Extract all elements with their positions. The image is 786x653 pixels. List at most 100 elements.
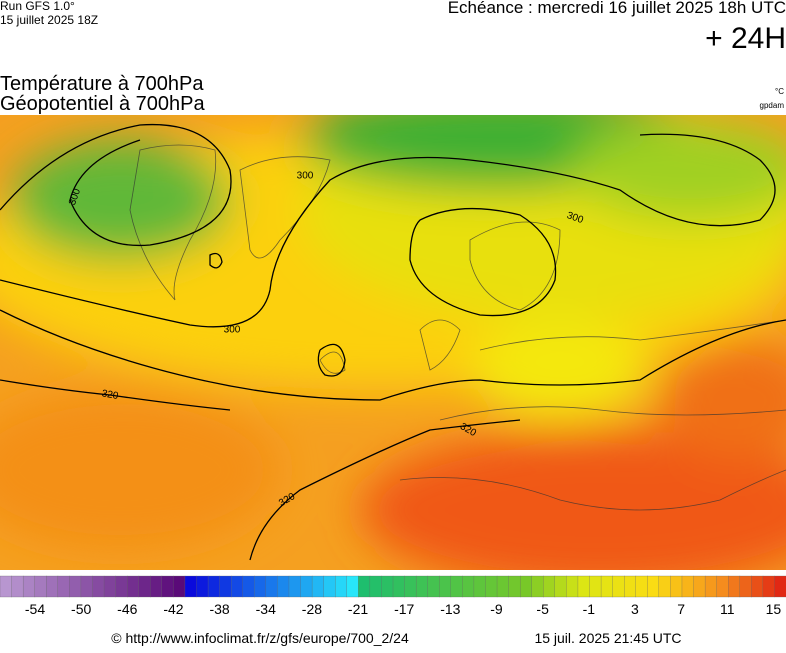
colorbar-swatch	[138, 575, 151, 598]
colorbar-swatch	[381, 575, 394, 598]
colorbar-swatch	[739, 575, 752, 598]
colorbar-label: -28	[302, 601, 322, 617]
run-date: 15 juillet 2025 18Z	[0, 13, 98, 27]
footer-url: © http://www.infoclimat.fr/z/gfs/europe/…	[111, 630, 409, 646]
colorbar-swatch	[150, 575, 163, 598]
colorbar-label: -13	[440, 601, 460, 617]
colorbar-swatch	[543, 575, 556, 598]
colorbar-swatch	[485, 575, 498, 598]
colorbar-swatch	[600, 575, 614, 598]
colorbar-swatch	[369, 575, 382, 598]
colorbar-label: -54	[25, 601, 45, 617]
colorbar-swatch	[531, 575, 544, 598]
colorbar-swatch	[681, 575, 694, 598]
colorbar-swatch	[670, 575, 683, 598]
colorbar-swatch	[219, 575, 232, 598]
colorbar-swatch	[346, 575, 359, 598]
colorbar-swatch	[196, 575, 209, 598]
colorbar-swatch	[80, 575, 93, 598]
colorbar-swatch	[508, 575, 521, 598]
title-temperature: Température à 700hPa	[0, 73, 204, 95]
colorbar-swatch	[103, 575, 117, 598]
contour-label: 300	[297, 171, 314, 182]
colorbar-label: 7	[677, 601, 685, 617]
colorbar-swatch	[658, 575, 671, 598]
colorbar-swatch	[473, 575, 486, 598]
colorbar-swatch	[404, 575, 417, 598]
colorbar-swatch	[624, 575, 637, 598]
colorbar-swatch	[335, 575, 348, 598]
lead-time: + 24H	[705, 22, 786, 55]
colorbar-swatch	[612, 575, 625, 598]
colorbar-swatch	[311, 575, 325, 598]
colorbar-swatch	[46, 575, 59, 598]
colorbar-label: 11	[720, 601, 735, 617]
colorbar-swatch	[277, 575, 290, 598]
colorbar-label: -46	[117, 601, 137, 617]
colorbar-label: -5	[536, 601, 549, 617]
colorbar-swatch	[22, 575, 36, 598]
colorbar-swatch	[762, 575, 775, 598]
colorbar-swatch	[34, 575, 47, 598]
colorbar-swatch	[415, 575, 429, 598]
unit-temperature: °C	[775, 87, 784, 96]
forecast-time: Echéance : mercredi 16 juillet 2025 18h …	[448, 0, 786, 17]
map	[0, 115, 786, 570]
colorbar-swatch	[115, 575, 128, 598]
run-label: Run GFS 1.0°	[0, 0, 75, 13]
colorbar-swatch	[751, 575, 764, 598]
colorbar-label: -38	[209, 601, 229, 617]
colorbar-swatch	[288, 575, 301, 598]
colorbar-swatch	[577, 575, 590, 598]
colorbar-swatch	[566, 575, 579, 598]
colorbar-swatch	[57, 575, 70, 598]
colorbar-swatch	[704, 575, 718, 598]
colorbar-swatch	[0, 575, 13, 598]
colorbar-swatch	[439, 575, 452, 598]
title-geopotential: Géopotentiel à 700hPa	[0, 93, 205, 115]
colorbar-label: -50	[71, 601, 91, 617]
colorbar-swatch	[392, 575, 406, 598]
coastlines	[129, 144, 786, 511]
colorbar-swatch	[728, 575, 741, 598]
colorbar-swatch	[323, 575, 336, 598]
colorbar-swatch	[242, 575, 255, 598]
colorbar-swatch	[450, 575, 463, 598]
footer-timestamp: 15 juil. 2025 21:45 UTC	[534, 630, 681, 646]
colorbar: -54 -50 -46 -42 -38 -34 -28 -21 -17 -13 -9 -5 -1 3 7 11…	[0, 575, 786, 617]
colorbar-swatch	[462, 575, 475, 598]
colorbar-label: -1	[583, 601, 596, 617]
colorbar-swatch	[173, 575, 186, 598]
contour-label: 300	[224, 325, 241, 336]
colorbar-label: -42	[163, 601, 183, 617]
colorbar-swatch	[69, 575, 82, 598]
colorbar-swatch	[774, 575, 786, 598]
colorbar-swatch	[92, 575, 105, 598]
colorbar-swatch	[496, 575, 510, 598]
colorbar-swatch	[589, 575, 602, 598]
contour-label: 320	[101, 388, 120, 402]
colorbar-swatch	[231, 575, 244, 598]
colorbar-swatch	[184, 575, 197, 598]
unit-geopotential: gpdam	[760, 101, 785, 110]
colorbar-label: -17	[394, 601, 414, 617]
colorbar-swatch	[161, 575, 174, 598]
colorbar-label: -21	[348, 601, 368, 617]
colorbar-label: -34	[256, 601, 276, 617]
colorbar-swatch	[716, 575, 729, 598]
colorbar-swatch	[11, 575, 24, 598]
colorbar-swatch	[693, 575, 706, 598]
colorbar-swatch	[254, 575, 267, 598]
colorbar-label: -9	[490, 601, 503, 617]
colorbar-swatch	[207, 575, 221, 598]
colorbar-swatch	[300, 575, 313, 598]
colorbar-label: 3	[631, 601, 639, 617]
colorbar-swatch	[358, 575, 371, 598]
contours	[0, 123, 786, 561]
colorbar-swatch	[427, 575, 440, 598]
colorbar-swatch	[647, 575, 660, 598]
colorbar-swatch	[265, 575, 278, 598]
colorbar-swatch	[126, 575, 140, 598]
colorbar-swatch	[554, 575, 567, 598]
